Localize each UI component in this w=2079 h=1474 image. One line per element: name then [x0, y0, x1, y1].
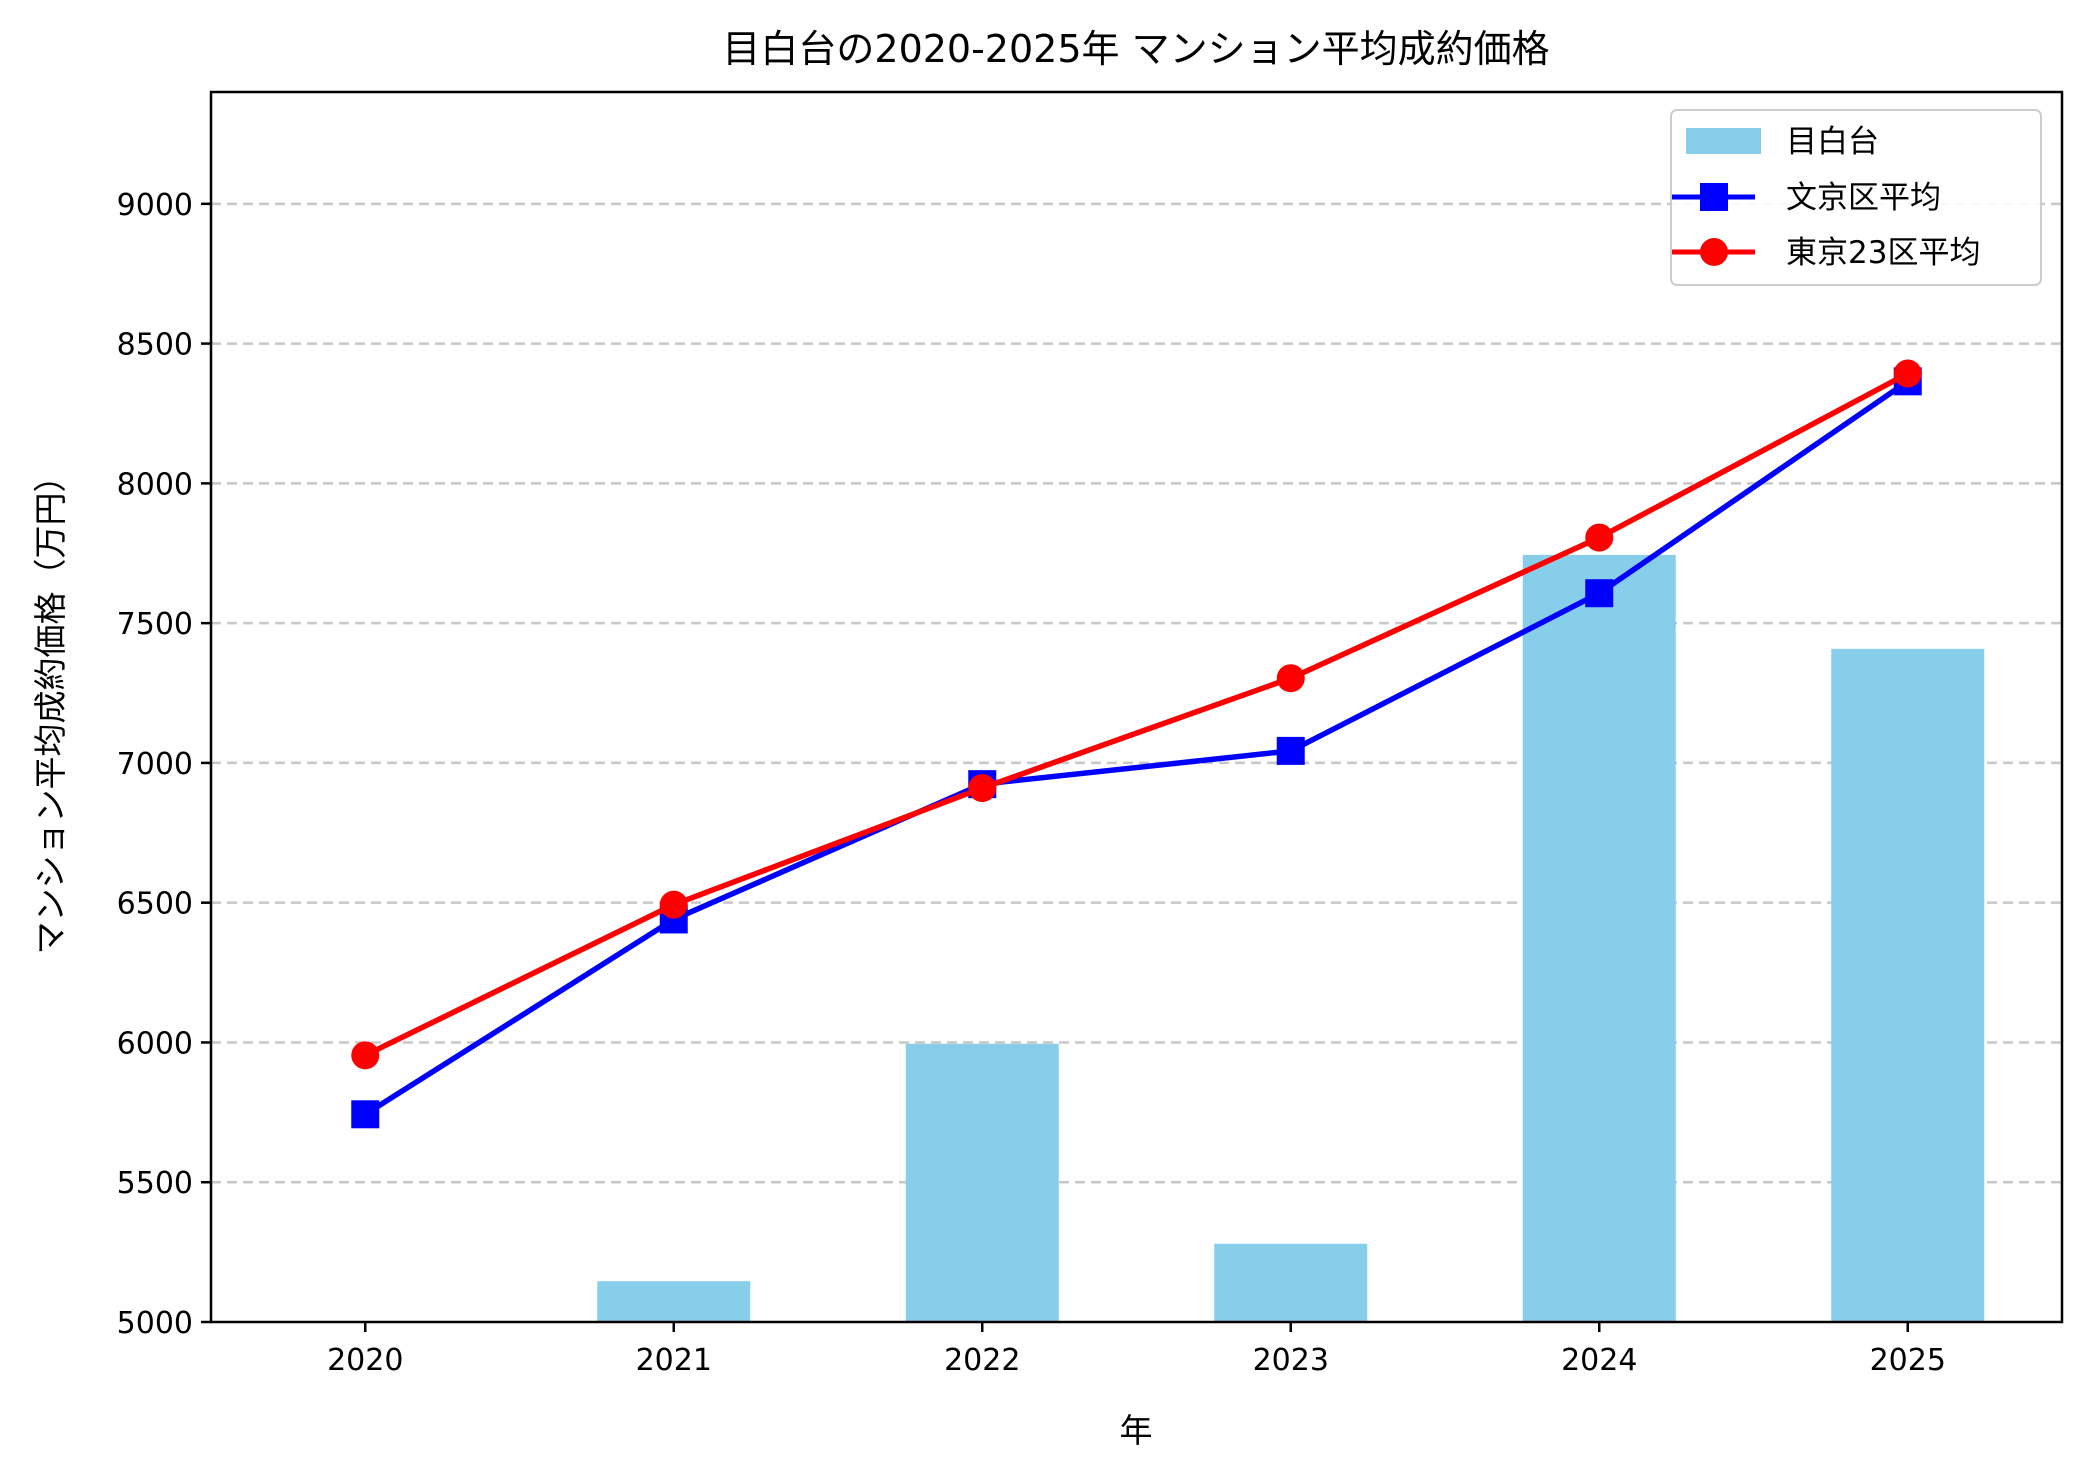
bar-2024	[1522, 554, 1676, 1322]
legend: 目白台 文京区平均 東京23区平均	[1670, 109, 2042, 286]
y-tick-label: 5500	[117, 1166, 193, 1201]
y-tick-label: 7500	[117, 607, 193, 642]
chart-title: 目白台の2020-2025年 マンション平均成約価格	[722, 27, 1549, 71]
legend-marker-square	[1700, 183, 1728, 211]
x-ticks: 2020 2021 2022 2023 2024 2025	[327, 1322, 1946, 1378]
x-tick-label: 2023	[1253, 1343, 1329, 1378]
x-tick-label: 2020	[327, 1343, 403, 1378]
line-series-1	[363, 379, 1910, 1117]
x-axis-label: 年	[1120, 1411, 1153, 1450]
x-tick-label: 2025	[1870, 1343, 1946, 1378]
lines	[351, 359, 1922, 1129]
bar-2021	[597, 1281, 751, 1322]
bar-2025	[1831, 648, 1985, 1322]
marker-circle-2021	[659, 890, 688, 919]
x-tick-label: 2024	[1561, 1343, 1637, 1378]
marker-circle-2020	[351, 1041, 380, 1070]
y-tick-label: 5000	[117, 1306, 193, 1341]
marker-circle-2023	[1276, 664, 1305, 693]
x-tick-label: 2022	[944, 1343, 1020, 1378]
marker-circle-2022	[968, 774, 997, 803]
marker-square-2023	[1276, 736, 1305, 765]
y-tick-label: 7000	[117, 747, 193, 782]
marker-square-2020	[351, 1100, 380, 1129]
legend-label-2: 東京23区平均	[1786, 235, 1980, 271]
marker-circle-2024	[1585, 523, 1614, 552]
legend-swatch-bar	[1686, 128, 1761, 154]
legend-label-1: 文京区平均	[1786, 180, 1941, 216]
plot-frame	[209, 90, 2064, 1324]
y-tick-label: 6000	[117, 1026, 193, 1061]
bar-2023	[1214, 1243, 1368, 1322]
legend-frame	[1670, 109, 2042, 286]
y-tick-label: 8000	[117, 467, 193, 502]
y-tick-label: 6500	[117, 887, 193, 922]
line-series-2	[364, 371, 1910, 1058]
legend-marker-circle	[1700, 238, 1728, 266]
y-axis-label: マンション平均成約価格（万円）	[31, 460, 70, 955]
y-tick-label: 8500	[117, 328, 193, 363]
marker-circle-2025	[1893, 359, 1922, 388]
y-tick-label: 9000	[117, 188, 193, 223]
y-ticks: 5000 5500 6000 6500 7000 7500 8000 8500 9000	[117, 188, 211, 1341]
bar-2022	[905, 1043, 1059, 1322]
x-tick-label: 2021	[636, 1343, 712, 1378]
marker-square-2024	[1585, 579, 1614, 608]
legend-label-0: 目白台	[1786, 124, 1879, 160]
bars	[597, 554, 1985, 1322]
